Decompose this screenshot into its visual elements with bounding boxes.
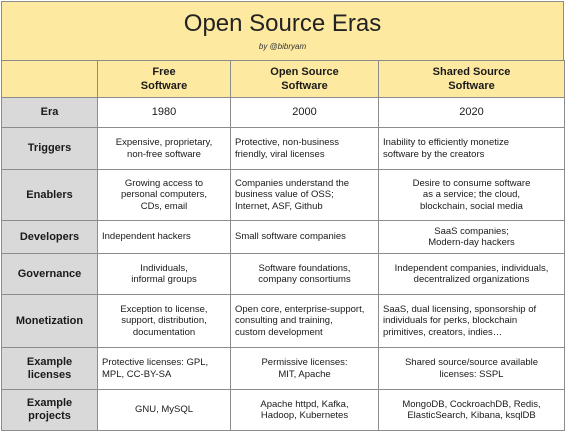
table-row-enablers: Enablers Growing access to personal comp…	[1, 169, 565, 221]
table-cell: Software foundations, company consortium…	[230, 253, 379, 295]
table-row-developers: Developers Independent hackers Small sof…	[1, 220, 565, 254]
table-cell: 2020	[378, 97, 565, 128]
table-row-example-licenses: Example licenses Protective licenses: GP…	[1, 347, 565, 390]
table-cell: SaaS, dual licensing, sponsorship of ind…	[378, 294, 565, 348]
title-banner: Open Source Eras by @bibryam	[1, 1, 564, 61]
table-cell: Independent companies, individuals, dece…	[378, 253, 565, 295]
table-cell: Permissive licenses: MIT, Apache	[230, 347, 379, 390]
table-cell: 2000	[230, 97, 379, 128]
table-cell: Companies understand the business value …	[230, 169, 379, 221]
table-cell: Shared source/source available licenses:…	[378, 347, 565, 390]
table-cell: Exception to license, support, distribut…	[97, 294, 231, 348]
table-cell: Open core, enterprise-support, consultin…	[230, 294, 379, 348]
table-cell: Small software companies	[230, 220, 379, 254]
table-cell: Protective licenses: GPL, MPL, CC-BY-SA	[97, 347, 231, 390]
table-cell: Growing access to personal computers, CD…	[97, 169, 231, 221]
author-byline: by @bibryam	[258, 42, 307, 51]
table-row-era: Era 1980 2000 2020	[1, 97, 565, 128]
table-row-governance: Governance Individuals, informal groups …	[1, 253, 565, 295]
row-label: Governance	[1, 253, 98, 295]
table-cell: Independent hackers	[97, 220, 231, 254]
page-title: Open Source Eras	[183, 10, 382, 37]
table-row-monetization: Monetization Exception to license, suppo…	[1, 294, 565, 348]
column-header-free: Free Software	[97, 60, 231, 98]
column-header-open-source: Open Source Software	[230, 60, 379, 98]
table-cell: MongoDB, CockroachDB, Redis, ElasticSear…	[378, 389, 565, 431]
comparison-table: Free Software Open Source Software Share…	[1, 60, 565, 431]
row-label: Example licenses	[1, 347, 98, 390]
table-cell: SaaS companies; Modern-day hackers	[378, 220, 565, 254]
row-label: Triggers	[1, 127, 98, 170]
table-cell: Desire to consume software as a service;…	[378, 169, 565, 221]
table-cell: Expensive, proprietary, non-free softwar…	[97, 127, 231, 170]
table-cell: Apache httpd, Kafka, Hadoop, Kubernetes	[230, 389, 379, 431]
table-row-triggers: Triggers Expensive, proprietary, non-fre…	[1, 127, 565, 170]
table-cell: Individuals, informal groups	[97, 253, 231, 295]
table-cell: GNU, MySQL	[97, 389, 231, 431]
row-label: Monetization	[1, 294, 98, 348]
row-label: Developers	[1, 220, 98, 254]
table-row-example-projects: Example projects GNU, MySQL Apache httpd…	[1, 389, 565, 431]
column-header-shared-source: Shared Source Software	[378, 60, 565, 98]
row-label: Enablers	[1, 169, 98, 221]
table-cell: Inability to efficiently monetize softwa…	[378, 127, 565, 170]
row-label: Era	[1, 97, 98, 128]
row-label: Example projects	[1, 389, 98, 431]
corner-cell	[1, 60, 98, 98]
table-cell: 1980	[97, 97, 231, 128]
header-row: Free Software Open Source Software Share…	[1, 60, 565, 98]
table-cell: Protective, non-business friendly, viral…	[230, 127, 379, 170]
